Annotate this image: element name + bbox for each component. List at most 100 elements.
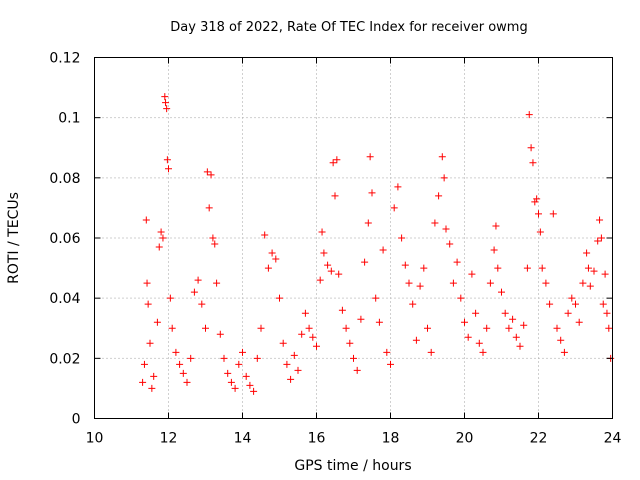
x-tick-label: 22 xyxy=(530,431,548,447)
data-point xyxy=(346,339,354,347)
data-point xyxy=(442,225,450,233)
data-point xyxy=(542,279,550,287)
data-point xyxy=(560,348,568,356)
data-point xyxy=(320,249,328,257)
data-point xyxy=(538,264,546,272)
data-point xyxy=(157,228,165,236)
data-point xyxy=(268,249,276,257)
data-point xyxy=(290,351,298,359)
data-point xyxy=(179,369,187,377)
data-point xyxy=(305,324,313,332)
x-tick-label: 14 xyxy=(234,431,252,447)
data-points xyxy=(139,93,615,395)
data-point xyxy=(605,324,613,332)
data-point xyxy=(457,294,465,302)
data-point xyxy=(564,309,572,317)
data-point xyxy=(313,342,320,350)
data-point xyxy=(390,204,398,212)
data-point xyxy=(398,234,406,242)
data-point xyxy=(216,330,224,338)
data-point xyxy=(557,336,565,344)
data-point xyxy=(368,189,376,197)
data-point xyxy=(246,381,254,389)
data-point xyxy=(316,276,324,284)
data-point xyxy=(231,384,239,392)
data-point xyxy=(148,384,156,392)
data-point xyxy=(162,99,170,107)
y-tick-label: 0.12 xyxy=(49,51,80,67)
data-point xyxy=(357,315,365,323)
data-point xyxy=(409,300,417,308)
data-point xyxy=(139,378,147,386)
data-point xyxy=(207,171,215,179)
data-point xyxy=(159,234,167,242)
x-tick-label: 20 xyxy=(456,431,474,447)
data-point xyxy=(161,93,169,101)
data-point xyxy=(379,246,387,254)
data-point xyxy=(235,360,243,368)
data-point xyxy=(401,261,409,269)
x-tick-label: 18 xyxy=(382,431,400,447)
data-point xyxy=(416,282,424,290)
data-point xyxy=(553,324,561,332)
data-point xyxy=(213,279,221,287)
y-axis-label: ROTI / TECUs xyxy=(6,192,22,284)
data-point xyxy=(198,300,206,308)
data-point xyxy=(531,198,539,206)
data-point xyxy=(190,288,198,296)
data-point xyxy=(549,210,557,218)
data-point xyxy=(253,354,261,362)
data-point xyxy=(412,336,420,344)
data-point xyxy=(453,258,461,266)
data-point xyxy=(163,105,171,113)
data-point xyxy=(586,282,594,290)
data-point xyxy=(342,324,350,332)
data-point xyxy=(523,264,531,272)
data-point xyxy=(575,318,583,326)
data-point xyxy=(490,246,498,254)
data-point xyxy=(338,306,346,314)
x-tick-label: 10 xyxy=(86,431,104,447)
data-point xyxy=(579,279,587,287)
chart-title: Day 318 of 2022, Rate Of TEC Index for r… xyxy=(170,20,527,35)
data-point xyxy=(525,111,533,119)
data-point xyxy=(372,294,380,302)
data-point xyxy=(387,360,394,368)
data-point xyxy=(583,249,591,257)
data-point xyxy=(331,192,339,200)
data-point xyxy=(596,216,604,224)
data-point xyxy=(155,243,163,251)
data-point xyxy=(572,300,579,308)
data-point xyxy=(516,342,524,350)
data-point xyxy=(529,159,537,167)
data-point xyxy=(483,324,491,332)
x-axis-label: GPS time / hours xyxy=(294,458,411,474)
data-point xyxy=(431,219,439,227)
data-point xyxy=(520,321,528,329)
data-point xyxy=(176,360,184,368)
data-point xyxy=(205,204,213,212)
x-tick-label: 24 xyxy=(604,431,622,447)
data-point xyxy=(146,339,154,347)
data-point xyxy=(183,378,191,386)
data-point xyxy=(143,279,151,287)
data-point xyxy=(324,261,332,269)
data-point xyxy=(464,333,472,341)
data-point xyxy=(512,333,520,341)
data-point xyxy=(279,339,287,347)
data-point xyxy=(601,270,609,278)
data-point xyxy=(194,276,202,284)
y-tick-label: 0 xyxy=(72,412,81,428)
data-point xyxy=(150,372,158,380)
data-point xyxy=(597,234,605,242)
data-point xyxy=(533,195,541,203)
data-point xyxy=(498,288,505,296)
data-point xyxy=(220,354,228,362)
data-point xyxy=(479,348,487,356)
data-point xyxy=(294,366,302,374)
data-point xyxy=(163,156,171,164)
data-point xyxy=(142,216,150,224)
data-point xyxy=(187,354,195,362)
y-tick-label: 0.06 xyxy=(49,231,80,247)
